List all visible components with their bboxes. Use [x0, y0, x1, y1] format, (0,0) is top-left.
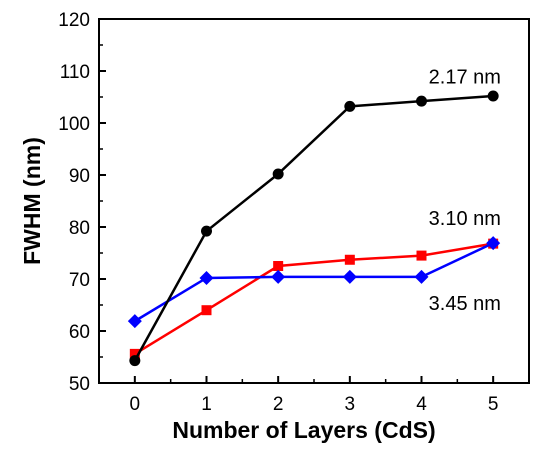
y-tick-label: 80	[69, 218, 90, 239]
x-axis-title: Number of Layers (CdS)	[172, 417, 435, 443]
x-tick-label: 0	[130, 394, 141, 415]
data-point	[342, 269, 357, 284]
data-point	[344, 254, 355, 265]
x-tick-label: 4	[416, 394, 427, 415]
data-point	[201, 225, 212, 237]
series-2-17-nm	[129, 90, 499, 367]
series-annotation: 2.17 nm	[429, 66, 501, 88]
data-point	[272, 168, 284, 180]
y-tick-label: 100	[58, 114, 90, 135]
x-tick-label: 1	[201, 394, 212, 415]
series-annotation: 3.10 nm	[429, 208, 501, 230]
series-line-3-10-nm	[134, 242, 494, 355]
y-tick-label: 120	[58, 10, 90, 31]
data-point	[129, 355, 141, 367]
data-point	[344, 100, 356, 112]
data-point	[487, 90, 499, 102]
y-tick-label: 50	[69, 374, 90, 395]
y-tick-label: 110	[60, 62, 90, 83]
series-annotation: 3.45 nm	[429, 293, 501, 315]
x-tick-label: 5	[488, 394, 499, 415]
data-point	[273, 261, 284, 271]
data-point	[129, 348, 140, 359]
series-layer	[127, 90, 501, 367]
y-tick-label: 70	[69, 270, 90, 291]
data-point	[486, 236, 501, 251]
data-point	[416, 95, 427, 107]
x-tick-label: 3	[345, 394, 356, 415]
series-line-3-45-nm	[134, 241, 494, 323]
x-tick-label: 2	[273, 394, 284, 415]
series-3-45-nm	[127, 236, 501, 329]
data-point	[201, 305, 212, 316]
data-point	[127, 314, 142, 329]
axes: 50 60 70 80 90 100 110 120 0 1 2 3 4 5	[58, 10, 530, 415]
y-axis-title: FWHM (nm)	[19, 137, 45, 265]
data-point	[271, 269, 286, 284]
y-tick-label: 90	[69, 166, 90, 187]
annotations: 2.17 nm 3.10 nm 3.45 nm	[429, 66, 501, 315]
y-tick-label: 60	[69, 322, 90, 343]
data-point	[416, 250, 427, 261]
data-point	[414, 269, 429, 284]
data-point	[199, 270, 214, 285]
series-line-2-17-nm	[133, 94, 494, 362]
